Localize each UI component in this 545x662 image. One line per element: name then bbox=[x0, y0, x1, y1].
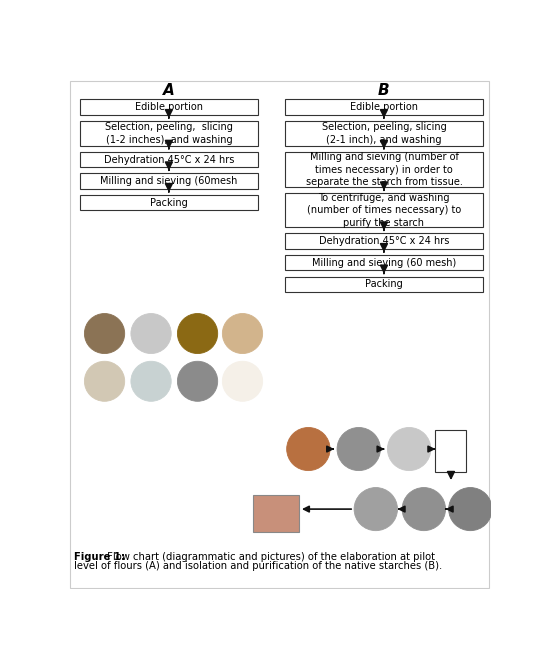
Text: Milling and sieving (number of
times necessary) in order to
separate the starch : Milling and sieving (number of times nec… bbox=[306, 152, 462, 187]
FancyBboxPatch shape bbox=[80, 99, 258, 115]
Text: Figure 1:: Figure 1: bbox=[74, 552, 125, 562]
Circle shape bbox=[287, 428, 330, 471]
Circle shape bbox=[84, 361, 125, 401]
Circle shape bbox=[178, 361, 217, 401]
Circle shape bbox=[354, 487, 397, 531]
FancyBboxPatch shape bbox=[435, 430, 467, 472]
FancyBboxPatch shape bbox=[285, 152, 483, 187]
Text: Milling and sieving (60 mesh): Milling and sieving (60 mesh) bbox=[312, 258, 456, 267]
Text: A: A bbox=[163, 83, 175, 98]
Circle shape bbox=[449, 487, 492, 531]
Circle shape bbox=[337, 428, 380, 471]
Text: Selection, peeling,  slicing
(1-2 inches), and washing: Selection, peeling, slicing (1-2 inches)… bbox=[105, 122, 233, 144]
Text: level of flours (A) and isolation and purification of the native starches (B).: level of flours (A) and isolation and pu… bbox=[74, 561, 443, 571]
FancyBboxPatch shape bbox=[285, 234, 483, 249]
Circle shape bbox=[222, 361, 263, 401]
Circle shape bbox=[131, 314, 171, 354]
Text: Dehydration 45°C x 24 hrs: Dehydration 45°C x 24 hrs bbox=[319, 236, 449, 246]
Circle shape bbox=[131, 361, 171, 401]
FancyBboxPatch shape bbox=[80, 152, 258, 167]
Circle shape bbox=[402, 487, 446, 531]
Circle shape bbox=[222, 314, 263, 354]
Text: Flow chart (diagrammatic and pictures) of the elaboration at pilot: Flow chart (diagrammatic and pictures) o… bbox=[105, 552, 435, 562]
FancyBboxPatch shape bbox=[285, 255, 483, 270]
FancyBboxPatch shape bbox=[252, 495, 299, 532]
Circle shape bbox=[178, 314, 217, 354]
Text: Milling and sieving (60mesh: Milling and sieving (60mesh bbox=[100, 176, 238, 186]
Text: Packing: Packing bbox=[150, 198, 187, 208]
FancyBboxPatch shape bbox=[80, 173, 258, 189]
FancyBboxPatch shape bbox=[80, 195, 258, 211]
Text: Edible portion: Edible portion bbox=[135, 102, 203, 112]
FancyBboxPatch shape bbox=[285, 121, 483, 146]
Text: Dehydration 45°C x 24 hrs: Dehydration 45°C x 24 hrs bbox=[104, 154, 234, 165]
FancyBboxPatch shape bbox=[285, 99, 483, 115]
Circle shape bbox=[387, 428, 431, 471]
Text: To centrifuge, and washing
(number of times necessary) to
purify the starch: To centrifuge, and washing (number of ti… bbox=[307, 193, 461, 228]
Text: Packing: Packing bbox=[365, 279, 403, 289]
FancyBboxPatch shape bbox=[285, 193, 483, 227]
Circle shape bbox=[84, 314, 125, 354]
Text: Edible portion: Edible portion bbox=[350, 102, 418, 112]
FancyBboxPatch shape bbox=[80, 121, 258, 146]
Text: Selection, peeling, slicing
(2-1 inch), and washing: Selection, peeling, slicing (2-1 inch), … bbox=[322, 122, 446, 144]
FancyBboxPatch shape bbox=[285, 277, 483, 292]
Text: B: B bbox=[378, 83, 390, 98]
